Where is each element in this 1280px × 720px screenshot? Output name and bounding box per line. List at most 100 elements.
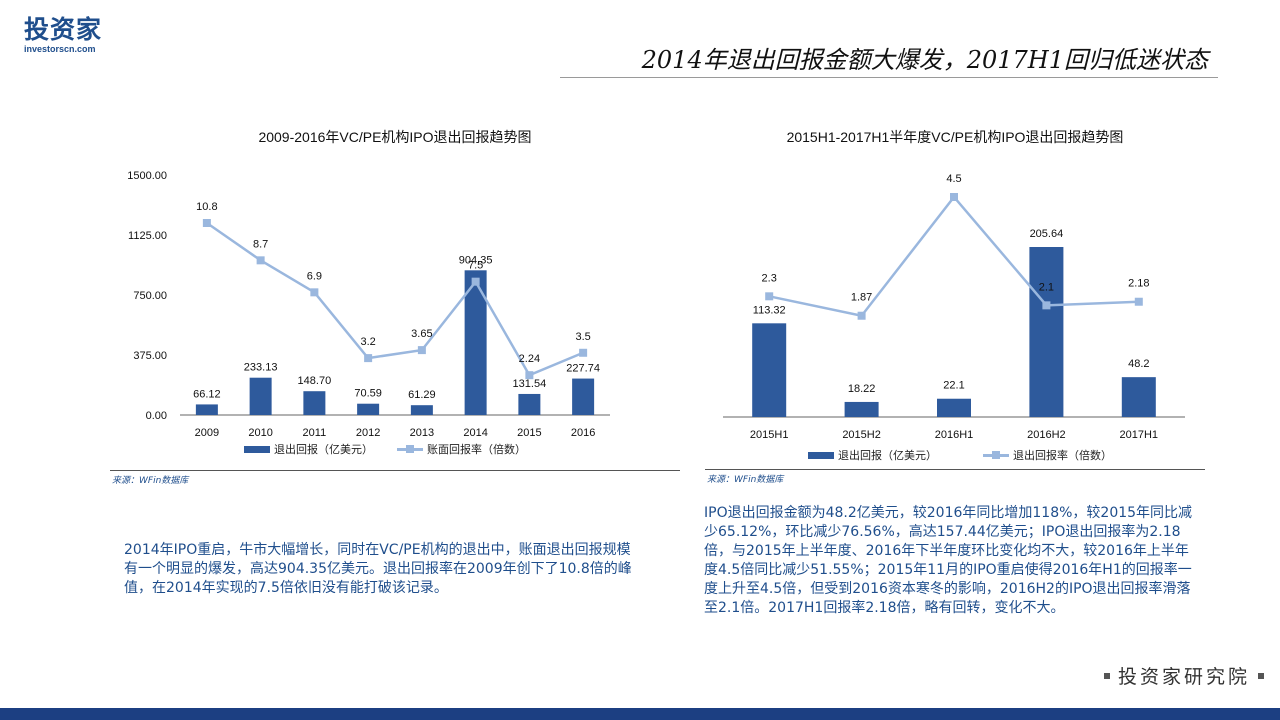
line-value-label: 3.65: [411, 328, 432, 340]
line-point: [256, 256, 265, 265]
bar: [752, 323, 787, 417]
chart1-legend-line: 账面回报率（倍数）: [397, 441, 526, 457]
bar-value-label: 61.29: [408, 389, 436, 401]
line-value-label: 8.7: [253, 238, 268, 250]
line-point: [364, 354, 373, 363]
chart2-source-divider: [705, 469, 1205, 470]
line-value-label: 1.87: [851, 292, 872, 304]
chart1-title: 2009-2016年VC/PE机构IPO退出回报趋势图: [258, 129, 532, 145]
line-point: [202, 219, 211, 227]
x-tick-label: 2016H1: [935, 429, 974, 441]
line-point: [765, 292, 774, 301]
line-value-label: 10.8: [196, 201, 217, 213]
bar-value-label: 131.54: [513, 378, 547, 390]
line-value-label: 2.18: [1128, 278, 1149, 290]
chart2-source: 来源：WFin数据库: [707, 475, 784, 485]
page-title: 2014年退出回报金额大爆发，2017H1回归低迷状态: [641, 46, 1208, 74]
bar: [249, 377, 272, 415]
line-value-label: 2.3: [762, 272, 777, 284]
bar-value-label: 148.70: [298, 375, 332, 387]
chart2-legend-line: 退出回报率（倍数）: [983, 447, 1112, 463]
bar-value-label: 18.22: [848, 383, 876, 395]
bar: [844, 401, 879, 417]
logo-subtext: investorscn.com: [24, 44, 96, 54]
bar: [303, 391, 326, 415]
bar-value-label: 70.59: [354, 388, 382, 400]
bar: [572, 378, 595, 415]
line-value-label: 4.5: [946, 173, 961, 185]
bar-value-label: 233.13: [244, 362, 278, 374]
bullet-icon: [1258, 672, 1264, 679]
legend-bar-label: 退出回报（亿美元）: [838, 449, 937, 462]
bar: [1029, 247, 1064, 417]
bar: [410, 405, 433, 415]
line-point: [310, 288, 319, 297]
bar-value-label: 904.35: [459, 254, 493, 266]
line-point: [1042, 301, 1051, 310]
line-value-label: 7.5: [468, 260, 483, 272]
line-point: [525, 371, 534, 380]
bar-value-label: 227.74: [566, 363, 600, 375]
x-tick-label: 2014: [463, 427, 487, 439]
left-description: 2014年IPO重启，牛市大幅增长，同时在VC/PE机构的退出中，账面退出回报规…: [124, 542, 632, 596]
logo: 投资家 investorscn.com: [24, 15, 124, 55]
line-point: [950, 193, 958, 201]
line-point: [1134, 297, 1143, 306]
legend-bar-label: 退出回报（亿美元）: [274, 443, 373, 456]
line-value-label: 3.5: [575, 331, 590, 343]
chart1: 0.00 375.00 750.00 1125.00 1500.00 2009 2010 20…: [127, 170, 610, 439]
chart2-legend-bar: 退出回报（亿美元）: [808, 447, 937, 463]
legend-line-label: 退出回报率（倍数）: [1013, 449, 1112, 462]
line-point: [579, 348, 588, 357]
bullet-icon: [1103, 672, 1110, 679]
title-divider: [560, 77, 1218, 78]
legend-bar-swatch: [244, 445, 270, 453]
x-tick-label: 2009: [195, 427, 219, 439]
series-line: [768, 195, 1139, 318]
chart2-legend: 退出回报（亿美元） 退出回报率（倍数）: [808, 447, 1136, 463]
bar: [1121, 377, 1156, 417]
line-point: [417, 346, 426, 355]
legend-line-swatch: [397, 444, 423, 453]
legend-line-swatch: [983, 450, 1009, 459]
line-point: [857, 311, 866, 320]
y-tick-label: 1125.00: [128, 230, 167, 242]
x-tick-label: 2016: [571, 427, 595, 439]
x-tick-label: 2012: [356, 427, 380, 439]
bar-value-label: 205.64: [1030, 228, 1064, 240]
line-value-label: 2.1: [1039, 281, 1054, 293]
x-tick-label: 2010: [248, 427, 272, 439]
line-value-label: 2.24: [519, 353, 540, 365]
footer-brand: 投资家研究院: [1096, 662, 1272, 689]
x-tick-label: 2011: [303, 427, 327, 439]
bar: [518, 393, 541, 415]
bar: [195, 404, 218, 415]
chart1-legend: 退出回报（亿美元） 账面回报率（倍数）: [244, 441, 550, 457]
chart2: 2015H1 2015H2 2016H1 2016H2 2017H1 113.32 2.3 1…: [723, 173, 1185, 441]
line-point: [471, 277, 480, 286]
bar-value-label: 22.1: [943, 380, 964, 392]
x-tick-label: 2015H2: [842, 429, 881, 441]
x-tick-label: 2015H1: [750, 429, 789, 441]
chart1-legend-bar: 退出回报（亿美元）: [244, 441, 373, 457]
x-tick-label: 2017H1: [1120, 429, 1159, 441]
legend-line-label: 账面回报率（倍数）: [427, 443, 526, 456]
footer-brand-text: 投资家研究院: [1117, 666, 1250, 688]
legend-bar-swatch: [808, 451, 834, 459]
line-value-label: 3.2: [360, 336, 375, 348]
bar-value-label: 113.32: [753, 304, 786, 316]
logo-text: 投资家: [24, 15, 103, 44]
x-tick-label: 2015: [517, 427, 541, 439]
y-tick-label: 375.00: [133, 350, 167, 362]
y-tick-label: 1500.00: [127, 170, 167, 182]
y-tick-label: 0.00: [146, 410, 167, 422]
bar-value-label: 66.12: [193, 388, 221, 400]
x-tick-label: 2013: [410, 427, 434, 439]
chart1-source-divider: [110, 470, 680, 471]
bar: [357, 403, 380, 415]
x-tick-label: 2016H2: [1027, 429, 1066, 441]
footer-bar: [0, 708, 1280, 720]
bar: [937, 398, 971, 417]
series-line: [206, 221, 584, 377]
bar-value-label: 48.2: [1128, 358, 1149, 370]
